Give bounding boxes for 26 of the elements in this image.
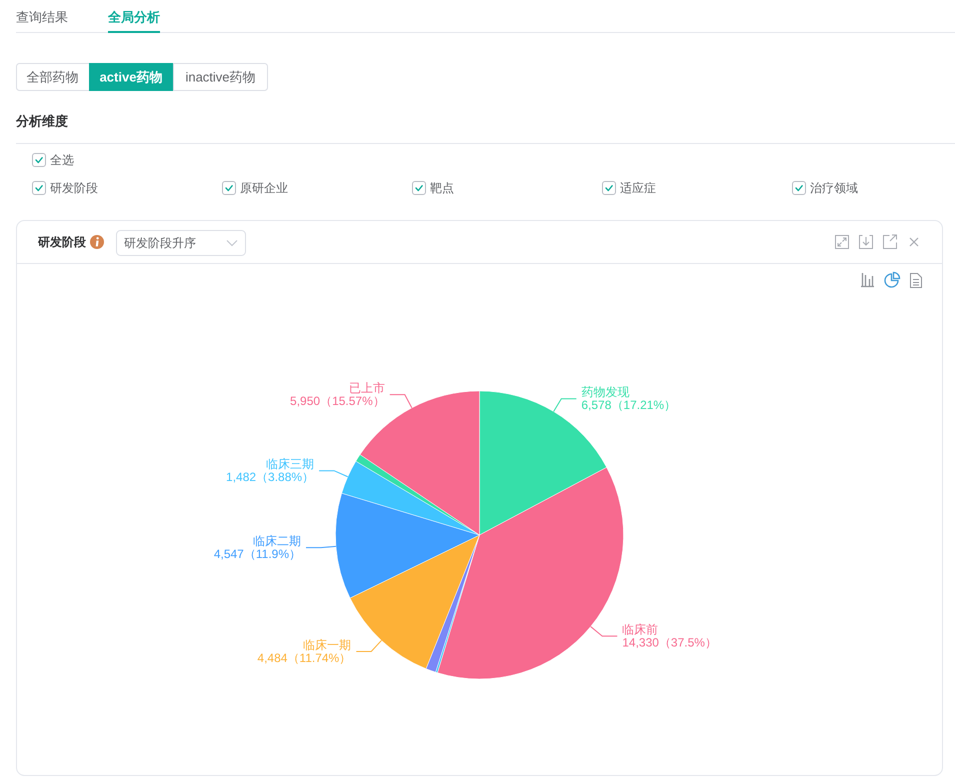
- text: 研发阶段: [50, 181, 98, 195]
- text: 研发阶段升序: [124, 236, 196, 250]
- text: 适应症: [620, 181, 656, 195]
- text: 分析维度: [15, 114, 68, 128]
- text: 全部药物: [26, 70, 78, 84]
- text: 治疗领域: [810, 181, 858, 195]
- text: active药物: [100, 70, 162, 84]
- slice-label: 药物发现: [581, 385, 630, 400]
- data-label: 6,578（17.21%）: [581, 398, 676, 412]
- text: 研发阶段: [37, 235, 87, 249]
- slice-label: 临床前: [622, 622, 658, 637]
- text: inactive药物: [185, 70, 256, 84]
- data-label: 14,330（37.5%）: [622, 636, 717, 650]
- text: 原研企业: [240, 181, 288, 195]
- text: 靶点: [430, 181, 454, 195]
- data-label: 5,950（15.57%）: [290, 394, 385, 408]
- slice-label: 已上市: [348, 381, 385, 396]
- data-label: 4,484（11.74%）: [257, 650, 352, 665]
- data-label: 4,547（11.9%）: [214, 547, 301, 562]
- text: 全选: [50, 153, 74, 167]
- text: 全局分析: [107, 10, 160, 24]
- data-label: 1,482（3.88%）: [226, 470, 314, 484]
- text: 查询结果: [16, 10, 68, 24]
- slice-label: 临床二期: [253, 534, 301, 548]
- slice-label: 临床一期: [303, 638, 352, 652]
- slice-label: 临床三期: [266, 457, 314, 472]
